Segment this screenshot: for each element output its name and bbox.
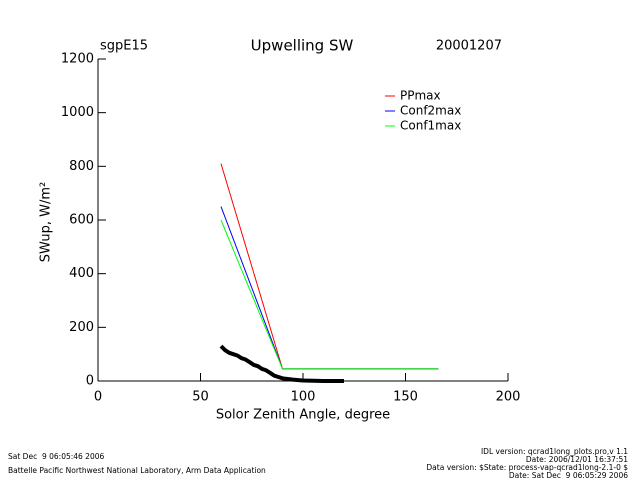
y-tick-label: 200 <box>69 320 94 335</box>
date-label: 20001207 <box>436 39 502 54</box>
y-axis-label: SWup, W/m² <box>39 182 54 263</box>
data-trace <box>219 344 344 383</box>
x-tick-label: 50 <box>192 390 209 405</box>
legend-label: Conf2max <box>400 104 461 118</box>
y-tick-label: 800 <box>69 159 94 174</box>
x-tick-label: 100 <box>291 390 316 405</box>
site-label: sgpE15 <box>100 39 148 54</box>
x-tick-label: 200 <box>496 390 521 405</box>
footer-right: Data version: $State: process-vap-qcrad1… <box>426 463 628 472</box>
x-axis-label: Solor Zenith Angle, degree <box>216 408 390 423</box>
y-tick-label: 1200 <box>61 52 94 67</box>
footer-left: Battelle Pacific Northwest National Labo… <box>8 466 266 475</box>
footer-right: Date: 2006/12/01 16:37:51 <box>526 455 628 464</box>
y-tick-label: 400 <box>69 266 94 281</box>
footer-left: Sat Dec 9 06:05:46 2006 <box>8 452 105 461</box>
series-line <box>220 206 439 370</box>
y-tick-label: 0 <box>86 374 94 389</box>
series-line <box>220 163 439 370</box>
x-tick-label: 0 <box>94 390 102 405</box>
legend-label: Conf1max <box>400 119 461 133</box>
footer-right: Date: Sat Dec 9 06:05:29 2006 <box>509 471 628 480</box>
footer-right: IDL version: qcrad1long_plots.pro,v 1.1 <box>481 447 628 456</box>
x-tick-label: 150 <box>393 390 418 405</box>
chart-title: Upwelling SW <box>251 37 354 55</box>
series-line <box>220 219 439 370</box>
y-tick-label: 1000 <box>61 105 94 120</box>
legend-label: PPmax <box>400 89 441 103</box>
y-tick-label: 600 <box>69 213 94 228</box>
